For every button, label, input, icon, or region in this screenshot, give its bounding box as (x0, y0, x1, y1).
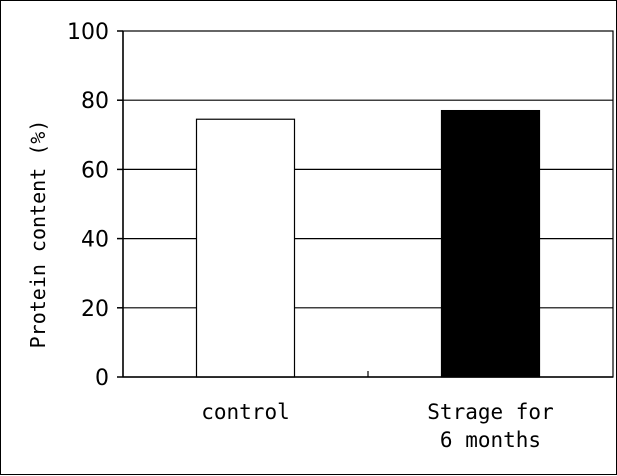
y-tick-label-60: 60 (81, 158, 109, 183)
y-tick-label-40: 40 (81, 228, 109, 253)
y-tick-label-80: 80 (81, 89, 109, 114)
bar-1 (440, 109, 541, 378)
x-category-labels: control Strage for 6 months (201, 400, 553, 452)
x-category-label-0: control (201, 400, 290, 424)
y-tick-label-20: 20 (81, 297, 109, 322)
axes (117, 30, 613, 378)
y-tick-label-100: 100 (67, 20, 109, 45)
y-axis-title: Protein content (%) (26, 120, 50, 349)
y-tick-label-0: 0 (95, 366, 109, 391)
x-category-label-1: Strage for 6 months (427, 400, 553, 452)
y-tick-labels: 0 20 40 60 80 100 (67, 20, 109, 391)
bar-0 (195, 118, 296, 378)
bars (195, 109, 541, 378)
